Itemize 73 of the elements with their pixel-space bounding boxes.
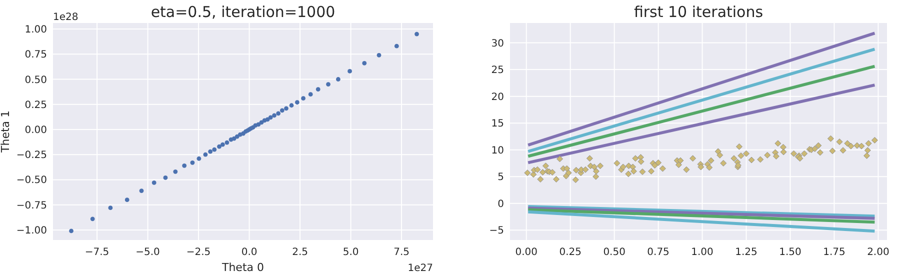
point [182, 163, 187, 168]
point [394, 44, 399, 48]
x-axis-title: Theta 0 [220, 261, 264, 274]
x-tick-label: 1.75 [823, 247, 846, 258]
point [224, 140, 230, 145]
point [217, 144, 222, 149]
text: 1e28 [53, 12, 78, 23]
point [69, 228, 74, 234]
point [289, 103, 294, 108]
point [336, 77, 340, 82]
y-tick-label: 0.50 [24, 74, 47, 86]
y-tick-label: −0.50 [16, 175, 47, 186]
chart-title: eta=0.5, iteration=1000 [150, 3, 336, 21]
point [152, 180, 156, 185]
y-tick-label: −5 [489, 226, 504, 237]
point [272, 113, 276, 118]
point [376, 52, 382, 58]
x-tick-label: 1.25 [735, 247, 758, 258]
point [284, 106, 288, 111]
y-tick-label: 10 [491, 145, 504, 156]
point [348, 69, 352, 74]
y-tick-label: 20 [491, 92, 504, 103]
x-tick-label: 0.50 [603, 247, 626, 258]
y-tick-label: 1.00 [24, 24, 47, 36]
y-tick-label: −0.25 [16, 150, 47, 162]
y-tick-label: 15 [491, 118, 504, 130]
point [139, 188, 144, 193]
point [268, 115, 273, 120]
chart-title: first 10 iterations [634, 3, 764, 21]
y-tick-label: 30 [491, 38, 504, 50]
y-tick-label: 0.00 [24, 124, 47, 136]
x-tick-label: 0.0 [241, 247, 258, 258]
point [362, 60, 367, 66]
x-tick-label: −7.5 [84, 247, 110, 258]
x-tick-label: 0.00 [515, 247, 538, 258]
point [308, 92, 313, 97]
y-tick-label: 25 [491, 65, 504, 76]
point [163, 176, 168, 180]
x-tick-label: 1.00 [691, 247, 714, 258]
x-tick-label: 2.00 [867, 247, 890, 258]
point [173, 169, 178, 174]
point [190, 160, 195, 165]
point [212, 147, 217, 152]
point [203, 152, 208, 157]
x-tick-label: −5.0 [136, 247, 160, 258]
x-tick-label: 2.5 [292, 247, 308, 258]
y-axis-title: Theta 1 [0, 110, 12, 154]
x-tick-label: 0.25 [559, 247, 582, 258]
y-tick-label: 5 [498, 172, 504, 184]
y-tick-label: −1.00 [16, 225, 47, 236]
point [90, 216, 95, 222]
x-tick-label: 0.75 [647, 247, 670, 258]
point [196, 156, 202, 161]
point [301, 96, 306, 101]
point [316, 87, 320, 92]
point [414, 32, 419, 36]
x-tick-label: 7.5 [394, 247, 410, 258]
y-tick-label: 0.75 [24, 50, 47, 61]
x-tick-label: 5.0 [342, 247, 359, 258]
y-tick-label: 0.25 [24, 100, 47, 111]
point [124, 198, 130, 202]
y-tick-label: −0.75 [16, 200, 47, 212]
x-tick-label: 1.50 [779, 247, 802, 258]
point [108, 206, 113, 210]
y-tick-label: 0 [498, 198, 504, 210]
point [208, 149, 213, 154]
point [326, 82, 330, 86]
text: 1e27 [408, 263, 433, 274]
x-tick-label: −2.5 [186, 247, 211, 258]
point [276, 111, 281, 116]
point [295, 100, 300, 105]
point [280, 108, 284, 113]
point [220, 142, 225, 147]
